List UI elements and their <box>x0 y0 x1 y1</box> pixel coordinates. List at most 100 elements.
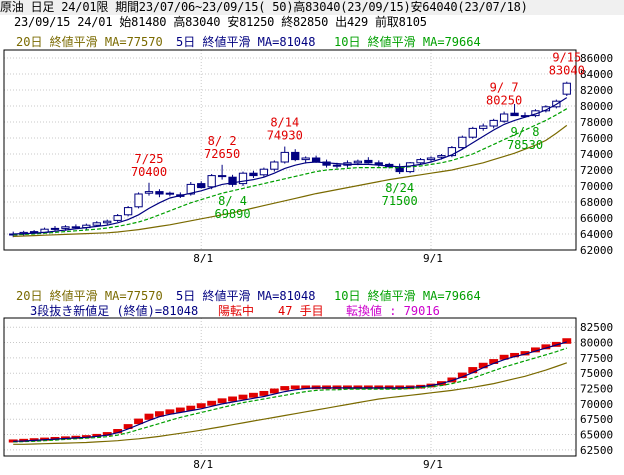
y-tick-label: 62000 <box>580 244 613 257</box>
candle-body <box>50 227 60 230</box>
candle-body <box>113 215 122 221</box>
candle-body <box>447 147 457 157</box>
new-price-block <box>81 435 91 439</box>
new-price-block <box>207 400 217 406</box>
new-price-block <box>113 429 123 434</box>
annotation-price: 74930 <box>267 129 303 143</box>
new-price-block <box>489 359 499 364</box>
candle-body <box>541 106 551 112</box>
candle-body <box>144 191 154 194</box>
y-tick-label: 70000 <box>580 180 613 193</box>
candle-body <box>510 112 519 117</box>
legend-ma10-top: 10日 終値平滑 MA=79664 <box>334 34 481 49</box>
annotation-price: 80250 <box>486 94 522 108</box>
candle-body <box>103 220 112 224</box>
legend-sanpo: 3段抜き新値足 (終値)=81048 <box>30 303 198 318</box>
new-price-block <box>510 352 519 358</box>
new-price-block <box>123 424 133 430</box>
new-price-block <box>175 407 185 413</box>
y-tick-label: 74000 <box>580 148 613 161</box>
new-price-block <box>468 367 478 374</box>
y-tick-label: 80000 <box>580 337 613 350</box>
new-price-block <box>249 392 258 398</box>
new-price-block <box>92 433 102 437</box>
y-tick-label: 82500 <box>580 321 613 334</box>
ma20-line <box>13 362 567 445</box>
y-tick-label: 67500 <box>580 413 613 426</box>
candle-body <box>291 151 300 161</box>
annotation-price: 78530 <box>507 138 543 152</box>
candle-body <box>197 183 206 189</box>
new-price-block <box>19 438 29 442</box>
candle-body <box>426 157 436 161</box>
new-price-block <box>269 388 279 394</box>
y-tick-label: 68000 <box>580 196 613 209</box>
new-price-block <box>301 385 311 390</box>
candle-body <box>238 172 248 185</box>
annotation-date: 8/24 <box>385 181 414 195</box>
ma5-line <box>13 341 567 442</box>
new-price-block <box>478 362 488 369</box>
y-tick-label: 77500 <box>580 352 613 365</box>
new-price-block <box>238 394 248 400</box>
new-price-block <box>196 403 206 409</box>
new-price-block <box>541 344 551 350</box>
annotation-price: 83040 <box>549 64 585 78</box>
new-price-block <box>186 405 196 411</box>
y-tick-label: 66000 <box>580 212 613 225</box>
chart-header-line2: 23/09/15 24/01 始81480 高83040 安81250 終828… <box>14 15 427 29</box>
new-price-block <box>228 396 237 402</box>
candle-body <box>134 193 143 208</box>
candle-body <box>374 162 383 165</box>
new-price-block <box>280 386 290 391</box>
new-price-block <box>217 398 227 404</box>
y-tick-label: 65000 <box>580 429 613 442</box>
x-tick-label: 9/1 <box>423 458 443 471</box>
new-price-block <box>155 411 164 417</box>
legend-upturn: 陽転中 <box>218 303 254 318</box>
plot-frame <box>3 317 577 457</box>
y-tick-label: 72500 <box>580 383 613 396</box>
candle-body <box>416 159 425 164</box>
plot-frame <box>3 49 577 251</box>
new-price-block <box>134 418 143 425</box>
candle-body <box>353 160 363 164</box>
new-price-block <box>457 372 467 379</box>
candle-body <box>437 155 446 158</box>
annotation-price: 69890 <box>214 207 250 221</box>
candle-body <box>458 136 467 149</box>
new-price-block <box>71 435 81 439</box>
candle-body <box>249 172 258 177</box>
x-tick-label: 8/1 <box>193 458 213 471</box>
candle-body <box>92 222 101 226</box>
price-panel: 62000 64000 66000 68000 70000 72000 74000 76000… <box>3 49 613 265</box>
candle-body <box>280 151 289 163</box>
candle-body <box>123 207 133 216</box>
legend-ma20-top: 20日 終値平滑 MA=77570 <box>16 34 163 49</box>
new-price-block <box>259 390 269 396</box>
chart-header-line1: 原油 日足 24/01限 期間23/07/06~23/09/15( 50)高83… <box>0 0 624 15</box>
candle-body <box>562 82 571 95</box>
new-price-block <box>447 377 457 383</box>
ma5-line <box>13 97 568 235</box>
sanpo-panel: 62500 65000 67500 70000 72500 75000 77500 80000… <box>3 317 613 471</box>
candle-body <box>301 157 310 161</box>
candle-body <box>499 113 509 122</box>
y-tick-label: 76000 <box>580 132 613 145</box>
candle-body <box>155 191 164 195</box>
annotation-price: 71500 <box>382 194 418 208</box>
candle-body <box>207 175 216 188</box>
new-price-block <box>290 385 300 390</box>
candle-body <box>364 159 373 164</box>
candle-body <box>468 127 477 138</box>
legend-count: 47 手目 <box>278 304 324 318</box>
candle-body <box>479 125 488 129</box>
new-price-block <box>144 413 154 420</box>
x-tick-label: 8/1 <box>193 252 213 265</box>
legend-ma5-top: 5日 終値平滑 MA=81048 <box>176 34 315 49</box>
candle-body <box>186 183 195 195</box>
annotation-date: 9/ 7 <box>490 81 519 95</box>
y-tick-label: 86000 <box>580 52 613 65</box>
y-tick-label: 80000 <box>580 100 613 113</box>
